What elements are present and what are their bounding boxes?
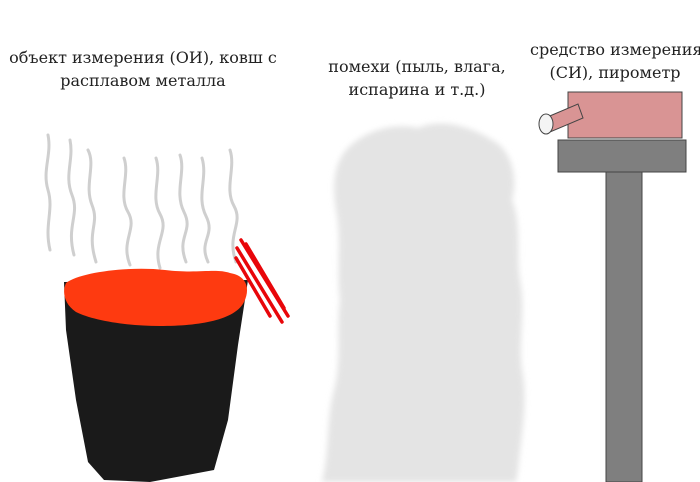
- stand-pole: [605, 171, 643, 482]
- heat-ray: [234, 256, 272, 318]
- steam-wisp: [86, 148, 98, 264]
- steam-wisp: [67, 138, 77, 257]
- steam-wisp: [200, 156, 211, 264]
- steam-wisp: [154, 156, 165, 270]
- interference-label-line1: помехи (пыль, влага,: [328, 57, 506, 76]
- instrument-label-line2: (СИ), пирометр: [549, 63, 681, 82]
- steam-wisp: [44, 133, 52, 252]
- instrument-label-line1: средство измерения: [530, 40, 700, 59]
- object-label-line1: объект измерения (ОИ), ковш с: [9, 48, 277, 67]
- interference-cloud: [322, 123, 525, 482]
- steam-wisps: [44, 133, 239, 270]
- object-label: объект измерения (ОИ), ковш с расплавом …: [8, 46, 278, 92]
- heat-ray: [244, 242, 286, 310]
- steam-wisp: [228, 148, 239, 264]
- heat-ray: [235, 246, 284, 324]
- pyrometer-body: [567, 91, 683, 139]
- pyrometer-lens: [538, 113, 554, 135]
- instrument-label: средство измерения (СИ), пирометр: [530, 38, 700, 84]
- stand-platform: [557, 139, 687, 173]
- interference-label: помехи (пыль, влага, испарина и т.д.): [322, 55, 512, 101]
- steam-wisp: [122, 156, 133, 267]
- heat-rays: [234, 238, 290, 324]
- object-label-line2: расплавом металла: [60, 71, 226, 90]
- molten-metal: [64, 268, 248, 326]
- ladle-body: [64, 280, 248, 482]
- interference-label-line2: испарина и т.д.): [348, 80, 486, 99]
- pyrometer-assembly: [538, 91, 687, 482]
- steam-wisp: [178, 153, 189, 264]
- interference-cloud-shape: [322, 123, 525, 482]
